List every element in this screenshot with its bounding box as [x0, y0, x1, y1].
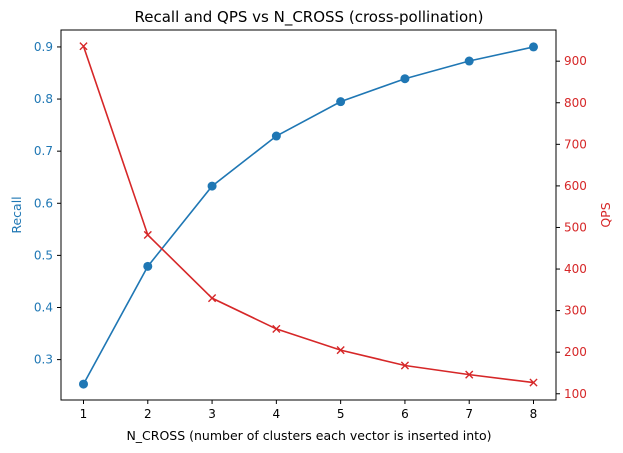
qps-series-line	[82, 45, 534, 384]
y-right-tick-label: 500	[564, 220, 587, 234]
qps-data-point	[272, 324, 281, 334]
recall-data-point	[143, 261, 153, 271]
qps-data-point	[143, 230, 152, 240]
y-left-tick-label: 0.3	[34, 353, 53, 367]
y-left-tick-label: 0.7	[34, 144, 53, 158]
recall-data-point	[271, 131, 281, 141]
x-tick-label: 5	[337, 407, 345, 421]
y-right-tick-label: 800	[564, 96, 587, 110]
y-left-tick-label: 0.4	[34, 301, 53, 315]
y-axis-right-label: QPS	[598, 202, 613, 227]
qps-data-point	[207, 294, 217, 303]
qps-data-point	[400, 361, 410, 370]
recall-data-point	[529, 42, 538, 52]
x-tick-label: 1	[80, 407, 88, 421]
y-right-tick-label: 600	[564, 179, 587, 193]
y-right-tick-label: 900	[564, 54, 587, 68]
x-tick-label: 6	[401, 407, 409, 421]
plot-frame	[60, 29, 557, 401]
x-axis-label: N_CROSS (number of clusters each vector …	[126, 428, 491, 443]
y-left-tick-label: 0.5	[34, 248, 53, 262]
qps-data-point	[336, 346, 345, 355]
chart-title: Recall and QPS vs N_CROSS (cross-pollina…	[135, 8, 484, 27]
y-right-tick-label: 400	[564, 262, 587, 276]
y-right-tick-label: 700	[564, 137, 587, 151]
recall-data-point	[400, 74, 410, 84]
y-right-tick-label: 300	[564, 304, 587, 318]
x-tick-label: 4	[273, 407, 281, 421]
y-left-tick-label: 0.9	[34, 40, 53, 54]
x-tick-label: 3	[208, 407, 216, 421]
qps-data-point	[79, 42, 88, 51]
x-tick-label: 8	[530, 407, 538, 421]
y-right-tick-label: 100	[564, 387, 587, 401]
x-tick-label: 7	[465, 407, 473, 421]
y-axis-left-label: Recall	[9, 196, 24, 233]
qps-data-point	[529, 378, 538, 387]
y-left-tick-label: 0.6	[34, 196, 53, 210]
x-tick-label: 2	[144, 407, 152, 421]
recall-data-point	[336, 97, 346, 107]
qps-data-point	[465, 370, 474, 379]
recall-series-line	[82, 46, 534, 385]
recall-data-point	[464, 56, 474, 66]
recall-data-point	[79, 379, 88, 389]
y-right-tick-label: 200	[564, 345, 587, 359]
y-left-tick-label: 0.8	[34, 92, 53, 106]
recall-data-point	[207, 181, 217, 191]
